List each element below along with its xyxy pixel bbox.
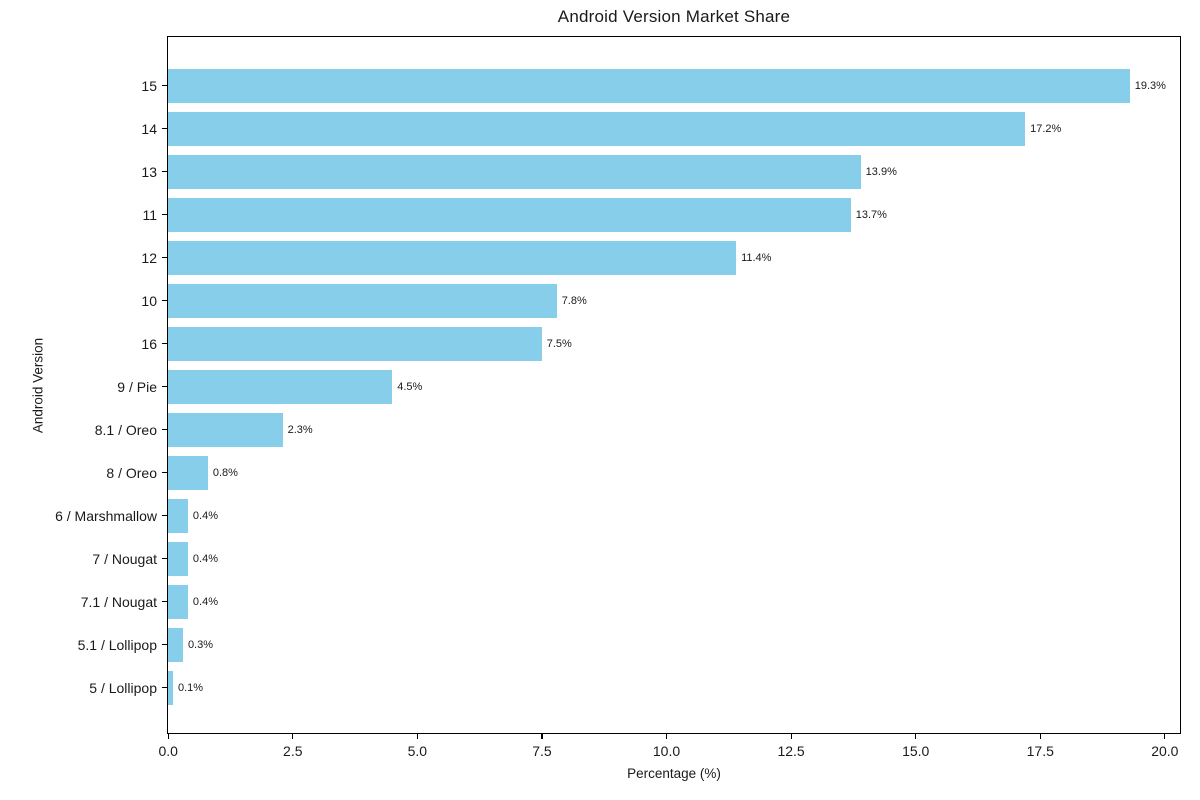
bar-value-label: 0.4% xyxy=(192,595,218,608)
bar-7.1-nougat xyxy=(168,584,188,619)
y-tick-label: 12 xyxy=(141,249,157,266)
x-tick-label: 5.0 xyxy=(407,743,428,759)
bar-16 xyxy=(168,326,542,361)
y-tick-mark xyxy=(162,171,167,173)
x-tick-label: 17.5 xyxy=(1026,743,1054,759)
y-tick-mark xyxy=(162,300,167,302)
x-tick-label: 12.5 xyxy=(777,743,805,759)
y-tick-label: 6 / Marshmallow xyxy=(55,507,157,524)
bar-11 xyxy=(168,197,851,232)
x-tick-mark xyxy=(1164,734,1166,739)
x-tick-label: 20.0 xyxy=(1151,743,1179,759)
bar-value-label: 0.8% xyxy=(212,466,238,479)
bar-value-label: 7.8% xyxy=(561,294,587,307)
x-tick-label: 7.5 xyxy=(532,743,552,759)
x-tick-label: 15.0 xyxy=(902,743,930,759)
y-tick-label: 8 / Oreo xyxy=(106,464,157,481)
y-tick-label: 15 xyxy=(141,77,157,94)
bar-5.1-lollipop xyxy=(168,627,183,662)
bar-value-label: 0.1% xyxy=(177,681,204,694)
bar-value-label: 19.3% xyxy=(1134,79,1166,92)
bar-value-label: 13.9% xyxy=(865,165,897,178)
x-tick-mark xyxy=(1039,734,1041,739)
y-tick-label: 9 / Pie xyxy=(117,378,157,395)
x-tick-mark xyxy=(167,734,169,739)
y-tick-mark xyxy=(162,128,167,130)
y-tick-mark xyxy=(162,386,167,388)
x-tick-mark xyxy=(292,734,294,739)
y-tick-mark xyxy=(162,687,167,689)
bar-14 xyxy=(168,111,1026,146)
bar-value-label: 0.4% xyxy=(192,552,218,565)
bar-8.1-oreo xyxy=(168,412,283,447)
y-tick-mark xyxy=(162,558,167,560)
y-tick-label: 14 xyxy=(141,120,157,137)
y-tick-mark xyxy=(162,644,167,646)
y-tick-label: 11 xyxy=(142,206,157,223)
x-tick-mark xyxy=(541,734,543,739)
y-tick-label: 8.1 / Oreo xyxy=(94,421,157,438)
y-tick-mark xyxy=(162,214,167,216)
bar-8-oreo xyxy=(168,455,208,490)
y-tick-mark xyxy=(162,85,167,87)
x-tick-mark xyxy=(915,734,917,739)
y-tick-label: 10 xyxy=(141,292,157,309)
bar-value-label: 4.5% xyxy=(397,380,423,393)
bar-13 xyxy=(168,154,861,189)
bar-value-label: 2.3% xyxy=(287,423,313,436)
y-tick-mark xyxy=(162,515,167,517)
y-tick-label: 7 / Nougat xyxy=(92,550,157,567)
bar-6-marshmallow xyxy=(168,498,188,533)
plot-area: 19.3% 17.2% 13.9% 13.7% 11.4% 7.8% 7.5% 4.5% 2.3… xyxy=(167,36,1181,734)
bar-value-label: 0.4% xyxy=(192,509,218,522)
y-tick-label: 5 / Lollipop xyxy=(89,679,157,696)
y-tick-label: 7.1 / Nougat xyxy=(80,593,157,610)
bar-9-pie xyxy=(168,369,393,404)
y-tick-label: 16 xyxy=(141,335,157,352)
y-tick-label: 13 xyxy=(141,163,157,180)
x-tick-label: 10.0 xyxy=(652,743,681,759)
y-tick-mark xyxy=(162,429,167,431)
bar-value-label: 17.2% xyxy=(1030,122,1062,135)
x-tick-mark xyxy=(416,734,418,739)
bar-7-nougat xyxy=(168,541,188,576)
x-tick-label: 2.5 xyxy=(283,743,303,759)
bar-value-label: 13.7% xyxy=(855,208,887,221)
x-tick-mark xyxy=(665,734,668,739)
bar-10 xyxy=(168,283,557,318)
y-tick-mark xyxy=(162,257,167,259)
bar-5-lollipop xyxy=(168,670,173,705)
bar-value-label: 7.5% xyxy=(546,337,572,350)
chart-title: Android Version Market Share xyxy=(557,7,791,26)
y-tick-mark xyxy=(162,601,167,603)
y-tick-mark xyxy=(162,343,167,345)
x-tick-label: 0.0 xyxy=(158,743,178,759)
bar-12 xyxy=(168,240,737,275)
y-tick-mark xyxy=(162,472,167,474)
x-axis-title: Percentage (%) xyxy=(627,766,721,781)
bar-value-label: 0.3% xyxy=(187,638,214,651)
y-tick-label: 5.1 / Lollipop xyxy=(77,636,157,653)
x-tick-mark xyxy=(790,734,792,739)
bar-15 xyxy=(168,68,1130,103)
bar-value-label: 11.4% xyxy=(741,251,772,264)
